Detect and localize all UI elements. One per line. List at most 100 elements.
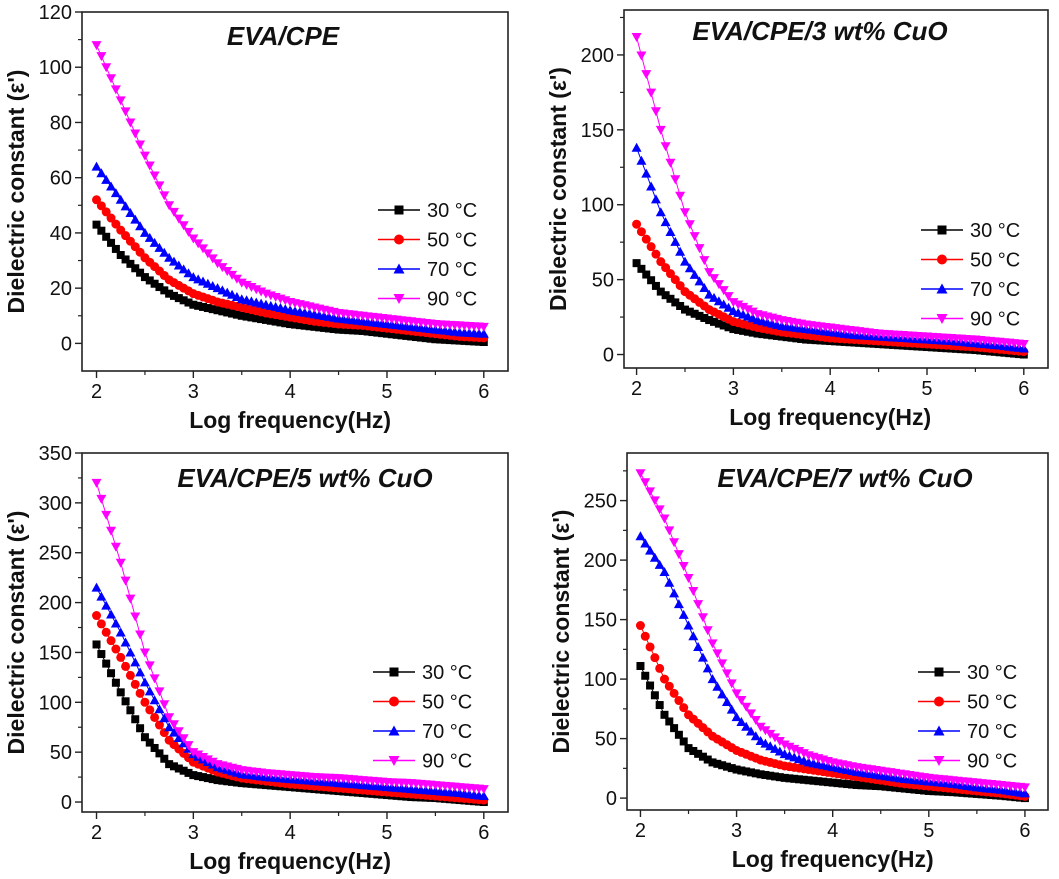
plot-frame [81,452,509,813]
data-point [126,706,135,715]
data-point [218,307,227,316]
data-point [635,469,646,479]
data-point [174,294,183,303]
data-point [745,709,756,719]
data-point [101,600,112,610]
data-point [478,322,489,332]
data-point [689,746,698,755]
data-point [665,269,675,279]
data-point [130,679,140,689]
data-point [886,783,895,792]
y-axis-label: Dielectric constant (ε') [3,70,29,314]
data-point [645,545,656,555]
data-point [636,51,647,61]
data-point [661,291,670,300]
data-point [664,681,674,691]
data-point [334,325,343,334]
data-point [154,242,165,252]
data-point [154,704,165,714]
data-point [683,620,694,630]
x-axis-label: Log frequency(Hz) [189,848,391,874]
data-point [771,772,780,781]
data-point [669,688,679,698]
data-point [111,678,120,687]
data-point [745,726,756,736]
data-point [174,764,183,773]
x-tick-label: 2 [635,820,646,842]
x-tick-label: 2 [631,378,642,400]
data-point [636,155,647,165]
panel-title: EVA/CPE/7 wt% CuO [717,463,972,493]
data-point [697,613,708,623]
x-tick-label: 5 [923,820,934,842]
legend-label: 30 °C [422,662,472,684]
data-point [478,785,489,795]
data-point [722,762,731,771]
data-point [179,296,188,305]
data-point [905,785,914,794]
data-point [189,300,198,309]
data-point [688,631,699,641]
data-point [676,301,685,310]
data-point [760,726,771,736]
data-point [670,275,680,285]
data-point [300,321,309,330]
data-point [217,263,228,273]
data-point [110,618,121,628]
data-point [649,552,660,562]
data-point [261,315,270,324]
data-point [876,782,885,791]
data-point [645,487,656,497]
y-tick-label: 40 [50,223,72,245]
data-point [670,175,681,185]
data-point [140,697,150,707]
data-point [631,32,642,42]
legend-label: 70 °C [422,721,472,743]
y-axis-label: Dielectric constant (ε') [545,67,571,311]
data-point [659,514,670,524]
data-point [790,774,799,783]
data-point [733,300,744,310]
data-point [678,609,689,619]
legend-marker-triangle-down-icon [388,756,400,766]
data-point [178,264,189,274]
data-point [160,754,169,763]
data-point [116,251,125,260]
data-point [699,283,710,293]
data-point [115,558,126,568]
data-point [665,158,676,168]
data-point [150,743,159,752]
data-point [670,236,681,246]
data-point [349,326,358,335]
data-point [223,308,232,317]
y-tick-label: 50 [50,742,72,764]
data-point [320,323,329,332]
data-point [305,322,314,331]
legend-label: 30 °C [427,200,477,222]
data-point [426,334,435,343]
data-point [106,636,116,646]
x-axis-label: Log frequency(Hz) [189,407,391,433]
data-point [843,780,852,789]
data-point [96,619,106,629]
data-point [785,774,794,783]
data-point [324,324,333,333]
data-point [736,696,747,706]
data-point [97,650,106,659]
data-point [680,305,689,314]
data-point [121,697,130,706]
legend-marker-triangle-up-icon [936,283,948,294]
x-tick-label: 4 [827,820,838,842]
data-point [683,573,694,583]
legend-item: 70 °C [918,721,1017,743]
legend-item: 30 °C [918,662,1017,684]
x-tick-label: 3 [188,822,199,844]
x-tick-label: 5 [381,822,392,844]
y-tick-label: 200 [39,593,72,615]
data-point [222,267,233,277]
data-point [116,652,126,662]
data-point [159,247,170,257]
data-point [871,781,880,790]
data-point [742,305,753,315]
data-point [641,234,651,244]
